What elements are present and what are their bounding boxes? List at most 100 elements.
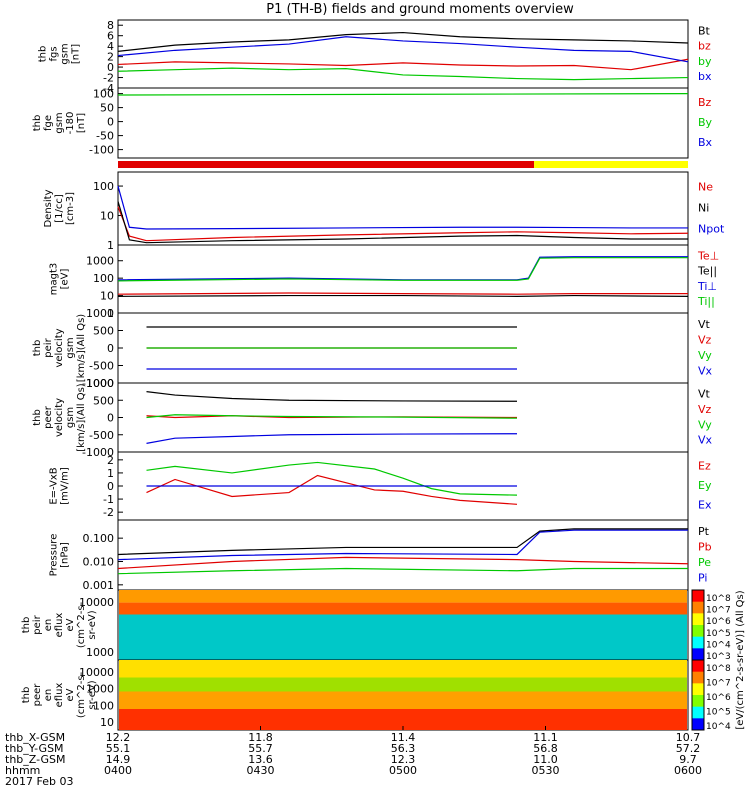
colorbar-segment [692, 636, 704, 649]
panel-efield: E=-VxB[mV/m] Ez Ey Ex 210-1-2 [49, 451, 712, 521]
panel-ylabel-line: eflux [54, 683, 65, 708]
y-tick-label: 2 [107, 454, 114, 467]
colorbar-segment [692, 706, 704, 719]
panel-ylabel-line: -180 [65, 112, 76, 135]
xaxis-value: 12.2 [106, 731, 131, 744]
panel-ylabel-line: [nPa] [60, 542, 71, 568]
y-tick-label: 500 [93, 325, 114, 338]
legend-label: Vy [698, 349, 712, 362]
panel-ylabel-line: en [43, 689, 54, 702]
panel-ylabel-line: velocity [54, 328, 65, 367]
xaxis-value: 0400 [104, 764, 132, 777]
colorbar-frame [691, 659, 705, 731]
panel-peir-spectrogram: thbpeirenefluxeV(cm^2-s-sr-eV)10000 1000 1… [21, 589, 731, 662]
series-line [117, 36, 689, 63]
panel-ylabel-line: gsm [65, 407, 76, 428]
y-tick-label: 1000 [86, 377, 114, 390]
panel-ylabel-line: thb [32, 340, 43, 357]
series-line [117, 567, 688, 575]
y-tick-label: 2 [107, 51, 114, 64]
panel-ylabel-line: (cm^2-s- [76, 601, 87, 648]
y-tick-label: 1000 [86, 307, 114, 320]
y-tick-label: 50 [100, 102, 114, 115]
legend-label: Bx [698, 136, 713, 149]
panel-ylabel-line: [mV/m] [60, 467, 71, 505]
y-tick-label: 100 [93, 272, 114, 285]
y-tick-label: 1 [107, 467, 114, 480]
xaxis-value: 0600 [674, 764, 702, 777]
xaxis-row-label: hhmm [5, 764, 40, 777]
y-tick-label: -50 [96, 130, 114, 143]
colorbar-tick-label: 10^4 [706, 722, 731, 732]
y-tick-label: 1 [107, 239, 114, 252]
spectrogram-band [119, 660, 687, 678]
legend-label: Vz [698, 333, 712, 346]
colorbar-tick-label: 10^7 [706, 606, 731, 616]
colorbar-label: [eV/(cm^2-s-sr-eV)] (All Qs) [735, 590, 746, 729]
legend-label: Vt [698, 318, 711, 331]
y-tick-label: 10 [100, 210, 114, 223]
panel-ylabel: Pressure[nPa] [49, 534, 71, 577]
xaxis-value: 10.7 [676, 731, 701, 744]
colorbar-segment [692, 613, 704, 626]
series-line [117, 529, 688, 561]
panel-ylabel-line: Pressure [49, 534, 60, 577]
panel-ylabel-line: magt3 [49, 263, 60, 296]
xaxis-row-label: thb_Z-GSM [5, 753, 65, 766]
series-line [117, 292, 688, 295]
legend-label: Bz [698, 96, 712, 109]
spectrogram-band [119, 590, 687, 603]
y-tick-label: 4 [107, 40, 114, 53]
panel-ylabel-line: Density [43, 189, 54, 227]
panel-ylabel-line: thb [21, 617, 32, 634]
panel-ylabel-line: [km/s](All Qs) [76, 383, 87, 451]
series-line [117, 58, 689, 71]
xaxis-value: 56.8 [533, 742, 558, 755]
series-line [117, 185, 688, 230]
panel-ylabel: thbpeerenefluxeV(cm^2-s-sr-eV) [21, 671, 98, 718]
series-line [117, 93, 689, 96]
y-tick-label: 0 [107, 342, 114, 355]
colorbar-tick-label: 10^4 [706, 640, 731, 650]
panel-ylabel-line: peer [43, 405, 54, 429]
legend-label: Vy [698, 418, 712, 431]
legend-label: Ez [698, 460, 711, 473]
xaxis-value: 0530 [532, 764, 560, 777]
colorbar-segment [692, 683, 704, 696]
xaxis-value: 55.1 [106, 742, 131, 755]
panel-ylabel: thbfgegsm-180[nT] [32, 112, 87, 135]
y-tick-label: 100 [93, 699, 114, 712]
xaxis-value: 56.3 [391, 742, 416, 755]
panel-ylabel-line: velocity [54, 398, 65, 437]
panel-ylabel: thbpeervelocitygsm[km/s](All Qs) [32, 383, 87, 451]
colorbar-segment [692, 625, 704, 638]
panel-ylabel-line: [cm-3] [65, 192, 76, 225]
y-tick-label: 100 [93, 180, 114, 193]
xaxis-value: 11.1 [533, 731, 558, 744]
panel-frame [117, 87, 689, 159]
series-line [146, 433, 518, 444]
y-tick-label: 6 [107, 30, 114, 43]
y-tick-label: -2 [103, 72, 114, 85]
colorbar-segment [692, 695, 704, 708]
panels-group: thbfgsgsm[nT]Btbzbybx86420-2-4thbfgegsm-… [21, 19, 731, 732]
y-tick-label: 10 [100, 290, 114, 303]
y-tick-label: 1000 [86, 646, 114, 659]
legend-label: by [698, 55, 712, 68]
plot-title: P1 (TH-B) fields and ground moments over… [266, 2, 574, 17]
xaxis-row-label: thb_X-GSM [5, 731, 65, 744]
panel-ylabel-line: [nT] [71, 44, 82, 64]
series-line [117, 206, 689, 242]
legend-label: Ex [698, 498, 712, 511]
colorbar-tick-label: 10^6 [706, 617, 731, 627]
panel-ylabel-line: eV [65, 618, 76, 631]
panel-ylabel-line: sr-eV) [87, 680, 98, 709]
xaxis-value: 57.2 [676, 742, 701, 755]
xaxis-value: 11.8 [248, 731, 273, 744]
panel-ylabel: E=-VxB[mV/m] [49, 467, 71, 505]
panel-peer-spectrogram: thbpeerenefluxeV(cm^2-s-sr-eV)10000 1000 1… [21, 659, 731, 732]
y-tick-label: 500 [93, 394, 114, 407]
xaxis-value: 14.9 [106, 753, 131, 766]
panel-frame [117, 19, 689, 89]
